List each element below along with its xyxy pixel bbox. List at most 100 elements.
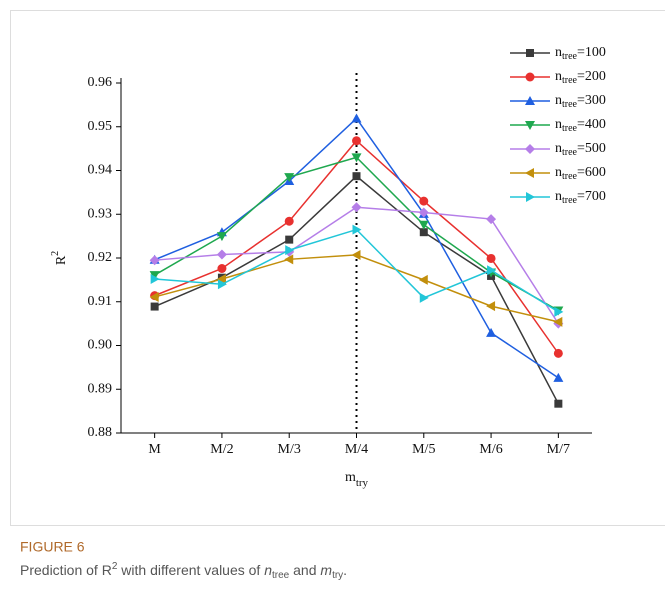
caption-segment: with different values of [117, 562, 264, 578]
marker [487, 265, 497, 276]
legend-label: ntree=400 [555, 117, 606, 134]
marker [284, 216, 294, 226]
legend-label-name: =200 [577, 69, 606, 84]
y-axis-label: R2 [50, 251, 69, 265]
legend-label: ntree=100 [555, 45, 606, 62]
marker [284, 254, 294, 265]
marker [351, 249, 361, 260]
figure-frame [10, 10, 665, 526]
legend-marker [525, 96, 535, 105]
marker [419, 292, 429, 303]
legend-label-sub: tree [562, 75, 578, 86]
caption-segment: and [289, 562, 320, 578]
y-tick-label: 0.89 [88, 381, 113, 396]
marker [553, 372, 564, 382]
marker [352, 136, 361, 146]
marker [418, 274, 428, 285]
legend-label: ntree=600 [555, 165, 606, 182]
marker [351, 153, 362, 163]
marker [486, 327, 497, 337]
marker [419, 228, 428, 237]
x-tick-label: M/7 [547, 442, 570, 457]
caption-segment: 2 [112, 561, 118, 572]
legend-label: ntree=500 [555, 141, 606, 158]
legend-label-name: =500 [577, 141, 606, 156]
marker [284, 173, 295, 183]
legend-label-sub: tree [562, 171, 578, 182]
legend-label: ntree=300 [555, 93, 606, 110]
x-axis-label: mtry [345, 470, 369, 488]
marker [150, 274, 160, 284]
marker [419, 196, 429, 206]
marker [216, 274, 226, 284]
marker [553, 348, 563, 358]
marker [216, 232, 227, 242]
legend-label-sub: tree [562, 99, 578, 110]
legend-marker [525, 144, 535, 154]
marker [351, 113, 362, 123]
y-tick-label: 0.96 [88, 75, 113, 90]
legend-label-base: n [555, 189, 562, 204]
y-tick-label: 0.95 [88, 119, 113, 134]
caption-segment: tree [272, 570, 290, 581]
legend-label-name: =400 [577, 117, 606, 132]
y-tick-label: 0.91 [88, 294, 113, 309]
marker [217, 279, 227, 290]
legend-label-base: n [555, 141, 562, 156]
legend-label: ntree=200 [555, 69, 606, 86]
x-tick-label: M [148, 442, 161, 457]
legend-label-base: n [555, 93, 562, 108]
caption-segment: . [343, 562, 347, 578]
marker [486, 253, 496, 263]
y-tick-label: 0.92 [88, 250, 113, 265]
x-tick-label: M/3 [278, 442, 301, 457]
marker [554, 399, 563, 408]
y-tick-label: 0.94 [88, 163, 113, 178]
caption-segment: Prediction of R [20, 562, 112, 578]
marker [216, 249, 227, 260]
marker [418, 220, 429, 230]
legend-label-base: n [555, 45, 562, 60]
x-tick-label: M/6 [479, 442, 502, 457]
x-axis-label-base: m [345, 470, 356, 485]
legend-marker [525, 72, 535, 82]
marker [486, 214, 497, 225]
x-tick-label: M/4 [345, 442, 368, 457]
marker [351, 202, 362, 213]
marker [418, 207, 429, 218]
legend-label-base: n [555, 165, 562, 180]
caption-text: Prediction of R2 with different values o… [20, 561, 347, 581]
legend-label-name: =100 [577, 45, 606, 60]
legend-marker [526, 192, 535, 202]
legend-label-sub: tree [562, 195, 578, 206]
legend-label-name: =300 [577, 93, 606, 108]
marker [149, 271, 160, 281]
legend-label-base: n [555, 117, 562, 132]
caption-segment: m [320, 562, 332, 578]
marker [149, 255, 160, 266]
x-tick-label: M/5 [412, 442, 435, 457]
marker [285, 245, 295, 256]
marker [150, 302, 159, 311]
caption-label: FIGURE 6 [20, 539, 85, 555]
y-tick-label: 0.93 [88, 206, 113, 221]
marker [352, 172, 361, 181]
legend-label-base: n [555, 69, 562, 84]
y-axis-label-base: R [54, 255, 69, 265]
marker [285, 235, 294, 244]
caption-segment: n [264, 562, 272, 578]
marker [149, 291, 159, 302]
legend-marker [526, 49, 534, 57]
y-tick-label: 0.90 [88, 338, 113, 353]
legend-marker [525, 121, 535, 130]
legend-label-sub: tree [562, 123, 578, 134]
legend-label-sub: tree [562, 51, 578, 62]
legend-label: ntree=700 [555, 189, 606, 206]
y-tick-label: 0.88 [88, 425, 113, 440]
marker [553, 316, 563, 327]
marker [352, 224, 362, 235]
y-axis-label-sup: 2 [50, 251, 61, 256]
x-axis-label-sub: try [356, 477, 369, 489]
